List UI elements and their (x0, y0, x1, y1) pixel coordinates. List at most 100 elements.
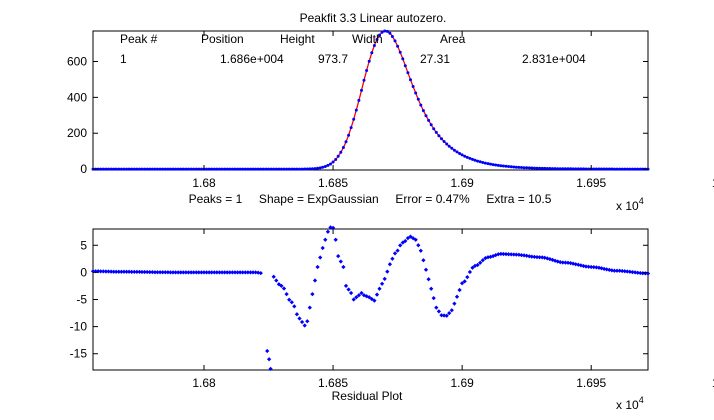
residual-point (395, 248, 400, 253)
data-point (587, 167, 591, 171)
results-table: Peak # Position Height Width Area 1 1.68… (120, 32, 586, 66)
residual-point (271, 274, 276, 279)
data-point (158, 167, 162, 171)
data-point (507, 165, 511, 168)
data-point (148, 167, 152, 171)
table-header-peak: Peak # (120, 32, 158, 46)
fit-x-tick-label: 1.69 (450, 176, 474, 190)
residual-point (521, 253, 527, 258)
data-point (341, 146, 345, 149)
residual-point (302, 323, 307, 328)
x-exponent-base-bottom: x 10 (616, 398, 639, 412)
residual-point (632, 270, 638, 275)
residual-point (459, 281, 465, 286)
residual-point (478, 260, 483, 265)
data-point (551, 167, 554, 171)
table-cell-peak: 1 (120, 52, 127, 66)
data-point (119, 167, 123, 171)
data-point (530, 166, 534, 170)
residual-point (181, 270, 186, 275)
data-point (473, 158, 477, 162)
data-point (571, 167, 575, 171)
data-point (618, 167, 622, 171)
residual-point (537, 255, 542, 260)
data-point (326, 163, 330, 167)
data-point (411, 85, 415, 88)
data-point (372, 44, 376, 47)
residual-point (387, 262, 393, 267)
data-point (512, 165, 516, 169)
data-point (303, 167, 307, 171)
residual-point (635, 270, 640, 275)
residual-point (284, 291, 289, 297)
fit-x-tick-label: 1.7 (712, 176, 714, 190)
residual-point (627, 269, 633, 274)
residual-point (194, 270, 199, 275)
data-point (223, 167, 227, 171)
data-point (370, 51, 374, 55)
data-point (607, 167, 611, 171)
residual-point (359, 290, 364, 296)
data-point (228, 167, 232, 171)
x-exponent-label-top: x 104 (616, 196, 644, 213)
x-axis-label-residual: Residual Plot (332, 389, 403, 403)
data-point (367, 59, 371, 63)
data-point (323, 165, 327, 168)
data-point (256, 167, 260, 171)
data-point (166, 167, 170, 171)
data-point (189, 167, 193, 171)
residual-point (168, 270, 173, 275)
residual-point (214, 270, 220, 275)
table-cell-area: 2.831e+004 (522, 52, 586, 66)
residual-point (243, 270, 248, 275)
data-point (230, 167, 234, 171)
residual-point (416, 243, 421, 248)
residual-point (586, 264, 591, 269)
residual-point (390, 256, 395, 261)
residual-point (338, 259, 343, 264)
data-point (398, 50, 402, 54)
data-point (553, 167, 557, 171)
data-point (125, 167, 129, 171)
residual-point (134, 269, 140, 275)
residual-outlier-point (268, 366, 273, 372)
data-point (138, 167, 141, 171)
residual-point (253, 270, 258, 275)
data-point (104, 167, 108, 171)
fit-x-tick-label: 1.685 (318, 176, 348, 190)
data-point (171, 167, 175, 171)
data-point (279, 167, 283, 171)
residual-point (475, 262, 480, 268)
data-point (225, 167, 229, 171)
table-cell-height: 973.7 (318, 52, 348, 66)
residual-point (594, 265, 599, 270)
data-point (445, 142, 449, 146)
data-point (331, 160, 335, 164)
data-point (210, 167, 214, 171)
fit-x-tick-label: 1.695 (576, 176, 606, 190)
residual-point (583, 264, 589, 269)
data-point (450, 146, 454, 150)
residual-point (281, 286, 287, 291)
data-point (233, 167, 237, 171)
data-point (566, 167, 570, 171)
residual-point (614, 268, 620, 273)
data-point (432, 127, 436, 131)
data-point (582, 167, 585, 171)
data-point (602, 167, 606, 171)
residual-point (447, 310, 452, 316)
data-point (483, 161, 487, 165)
data-point (127, 167, 131, 171)
residual-point (165, 270, 171, 275)
residual-point (320, 245, 325, 251)
data-point (409, 78, 412, 82)
data-point (218, 167, 221, 171)
data-point (308, 167, 312, 171)
fit-x-tick-label: 1.68 (192, 176, 216, 190)
residual-point (421, 258, 426, 263)
data-point (538, 166, 542, 170)
data-point (354, 108, 358, 112)
data-point (600, 167, 603, 171)
residual-point (240, 270, 245, 275)
